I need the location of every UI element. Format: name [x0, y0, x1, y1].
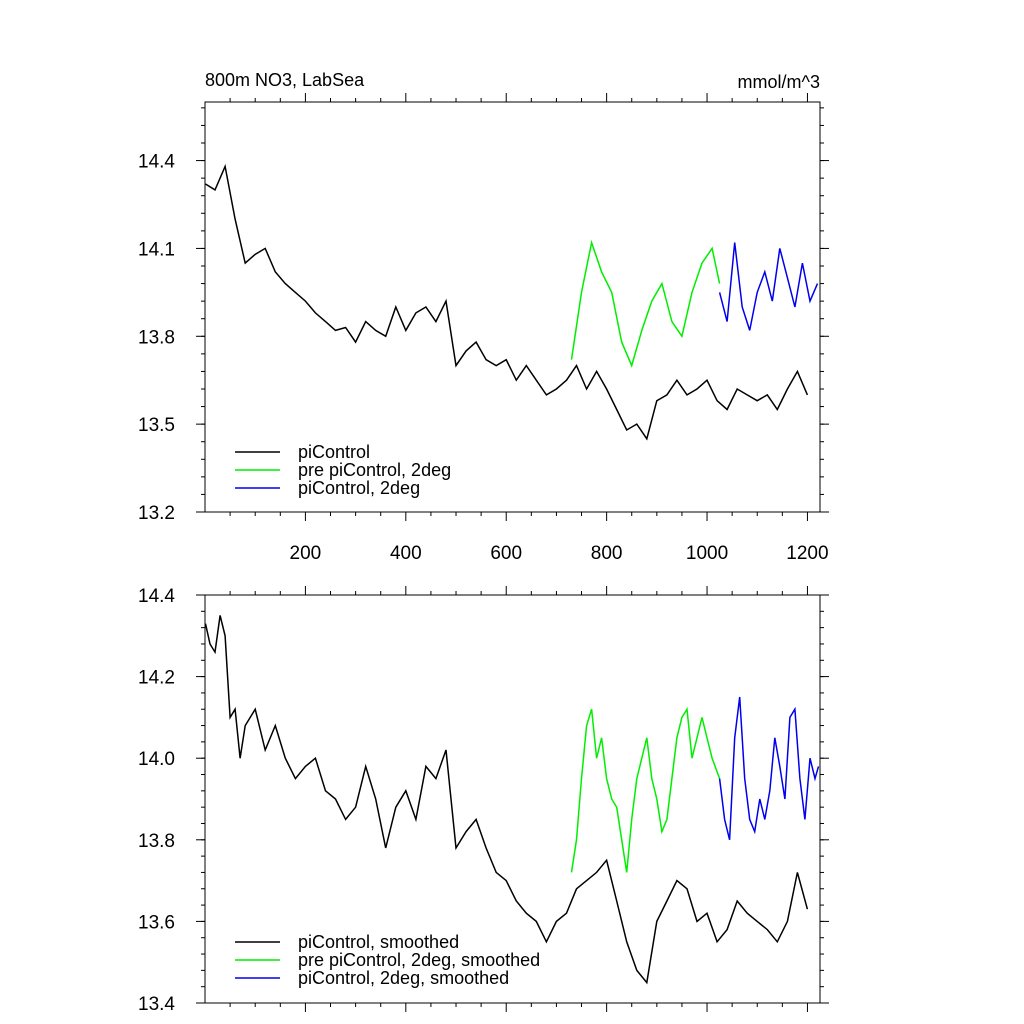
legend-label-0: piControl: [298, 442, 370, 462]
top-panel-units: mmol/m^3: [738, 72, 820, 92]
y-tick-label: 13.4: [138, 994, 175, 1015]
x-tick-label: 600: [490, 543, 522, 564]
series-line-1: [570, 239, 721, 368]
legend-label-1: pre piControl, 2deg, smoothed: [298, 950, 540, 970]
top-panel-title: 800m NO3, LabSea: [205, 70, 365, 90]
x-tick-label: 800: [591, 543, 623, 564]
y-tick-label: 14.1: [138, 239, 175, 260]
top-y-ticks: 13.2 13.5 13.8 14.1 14.4: [138, 107, 829, 524]
legend-label-2: piControl, 2deg: [298, 478, 420, 498]
bottom-y-ticks: 13.4 13.6 13.8 14.0 14.2 14.4: [138, 586, 829, 1015]
y-tick-label: 13.8: [138, 327, 175, 348]
y-tick-label: 13.8: [138, 831, 175, 852]
top-panel: 800m NO3, LabSea mmol/m^3 200 400 600 800 10…: [138, 70, 829, 564]
series-line-2: [718, 242, 819, 331]
bottom-x-ticks: [229, 586, 808, 1012]
y-tick-label: 14.2: [138, 668, 175, 689]
series-line-0: [205, 615, 809, 985]
y-tick-label: 13.2: [138, 503, 175, 524]
top-series-group: [205, 163, 819, 441]
series-line-2: [718, 696, 820, 840]
legend-label-2: piControl, 2deg, smoothed: [298, 968, 509, 988]
bottom-series-group: [205, 615, 820, 985]
legend-label-0: piControl, smoothed: [298, 932, 459, 952]
y-tick-label: 13.5: [138, 415, 175, 436]
bottom-panel: 13.4 13.6 13.8 14.0 14.2 14.4 piControl, smoo…: [138, 586, 829, 1015]
legend-label-1: pre piControl, 2deg: [298, 460, 451, 480]
top-x-ticks: 200 400 600 800 1000 1200: [229, 93, 829, 564]
y-tick-label: 14.4: [138, 586, 175, 607]
x-tick-label: 1200: [786, 543, 828, 564]
y-tick-label: 14.0: [138, 749, 175, 770]
x-tick-label: 400: [390, 543, 422, 564]
y-tick-label: 14.4: [138, 152, 175, 173]
top-plot-frame: [204, 101, 821, 513]
series-line-1: [570, 706, 721, 873]
series-line-0: [205, 163, 809, 441]
x-tick-label: 200: [290, 543, 322, 564]
bottom-plot-frame: [204, 594, 821, 1004]
y-tick-label: 13.6: [138, 912, 175, 933]
x-tick-label: 1000: [686, 543, 728, 564]
